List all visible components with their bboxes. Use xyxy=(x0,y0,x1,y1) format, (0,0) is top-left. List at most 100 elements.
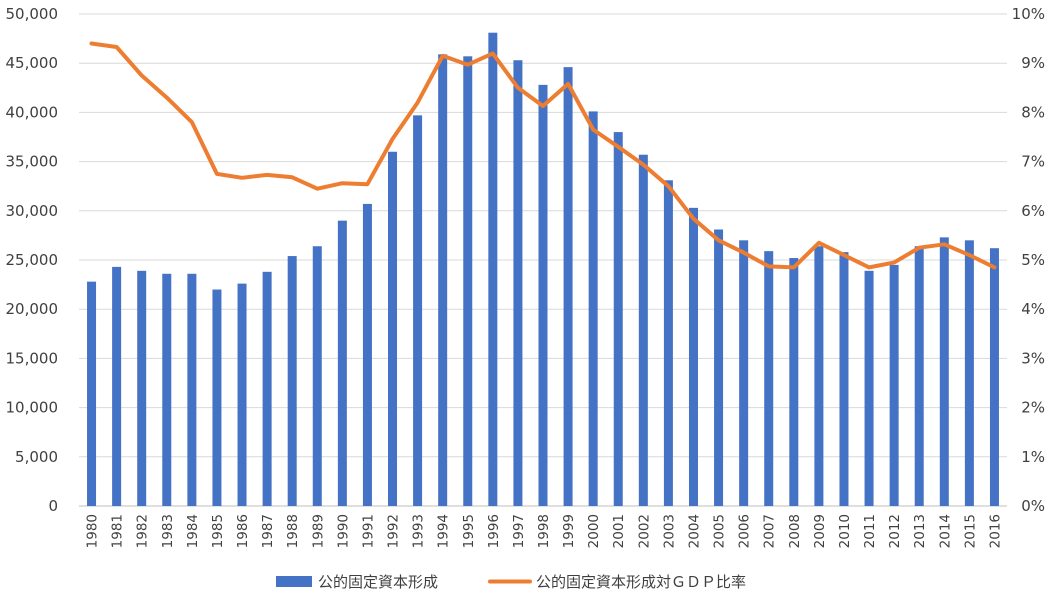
x-axis: 1980 1981 1982 1983 1984 1985 1986 1987 1988 1989… xyxy=(85,514,1004,548)
line-point xyxy=(768,265,770,267)
legend-swatch-bar xyxy=(276,576,312,587)
bar xyxy=(789,258,799,506)
bar xyxy=(739,240,749,506)
line-point xyxy=(818,242,820,244)
x-tick-label: 1985 xyxy=(210,514,226,548)
line-point xyxy=(893,261,895,263)
x-tick-label: 2001 xyxy=(611,514,627,548)
x-tick-label: 1996 xyxy=(486,514,502,548)
right-axis: 0% 1% 2% 3% 4% 5% 6% 7% 8% 9% 10% xyxy=(1012,5,1045,515)
line-point xyxy=(567,83,569,85)
x-tick-label: 1999 xyxy=(561,514,577,548)
line-point xyxy=(868,266,870,268)
legend-label-bar: 公的固定資本形成 xyxy=(318,573,438,591)
left-tick-label: 20,000 xyxy=(6,300,59,318)
x-tick-label: 2008 xyxy=(787,514,803,548)
x-tick-label: 2000 xyxy=(586,514,602,548)
line-series xyxy=(89,41,997,270)
left-tick-label: 0 xyxy=(48,497,58,515)
bar xyxy=(638,154,648,506)
line-point xyxy=(968,254,970,256)
bar xyxy=(588,111,598,506)
x-tick-label: 1987 xyxy=(260,514,276,548)
x-tick-label: 2010 xyxy=(837,514,853,548)
left-tick-label: 30,000 xyxy=(6,202,59,220)
bar xyxy=(488,32,498,507)
line-point xyxy=(492,52,494,54)
x-tick-label: 2005 xyxy=(712,514,728,548)
x-tick-label: 1980 xyxy=(85,514,101,548)
x-tick-label: 1983 xyxy=(160,514,176,548)
bar xyxy=(939,237,949,507)
line-point xyxy=(266,174,268,176)
x-tick-label: 1986 xyxy=(235,514,251,548)
bar xyxy=(463,56,473,506)
line-point xyxy=(116,46,118,48)
left-tick-label: 40,000 xyxy=(6,103,59,121)
bar xyxy=(538,84,548,507)
line-point xyxy=(793,266,795,268)
left-tick-label: 5,000 xyxy=(15,448,58,466)
left-axis: 0 5,000 10,000 15,000 20,000 25,000 30,000 35,0… xyxy=(6,5,59,515)
legend: 公的固定資本形成 公的固定資本形成対ＧＤＰ比率 xyxy=(276,573,746,591)
line-point xyxy=(341,182,343,184)
x-tick-label: 2015 xyxy=(962,514,978,548)
line-point xyxy=(417,102,419,104)
x-tick-label: 1993 xyxy=(411,514,427,548)
left-tick-label: 50,000 xyxy=(6,5,59,23)
x-tick-label: 1989 xyxy=(310,514,326,548)
right-tick-label: 1% xyxy=(1021,448,1045,466)
x-tick-label: 1995 xyxy=(461,514,477,548)
line-point xyxy=(918,247,920,249)
right-tick-label: 9% xyxy=(1021,54,1045,72)
line-point xyxy=(141,75,143,76)
bar xyxy=(87,281,97,506)
right-tick-label: 7% xyxy=(1021,153,1045,171)
x-tick-label: 2002 xyxy=(636,514,652,548)
line-point xyxy=(166,97,168,99)
right-tick-label: 10% xyxy=(1012,5,1045,23)
line-point xyxy=(241,177,243,179)
right-tick-label: 2% xyxy=(1021,399,1045,417)
legend-label-line: 公的固定資本形成対ＧＤＰ比率 xyxy=(536,573,746,591)
line-point xyxy=(216,173,218,175)
left-tick-label: 15,000 xyxy=(6,349,59,367)
x-tick-label: 1981 xyxy=(110,514,126,548)
bar xyxy=(212,289,222,506)
line-point xyxy=(542,105,544,107)
x-tick-label: 2011 xyxy=(862,514,878,548)
line-point xyxy=(692,218,694,220)
bar xyxy=(362,203,372,507)
bar xyxy=(563,67,573,507)
x-tick-label: 1998 xyxy=(536,514,552,548)
bar xyxy=(237,283,247,506)
x-tick-label: 2013 xyxy=(912,514,928,548)
bar-series xyxy=(87,32,999,507)
right-tick-label: 6% xyxy=(1021,202,1045,220)
line-point xyxy=(592,129,594,131)
x-tick-label: 1992 xyxy=(386,514,402,548)
bar xyxy=(864,270,874,506)
line-point xyxy=(718,239,720,241)
bar xyxy=(914,246,924,506)
x-tick-label: 1982 xyxy=(135,514,151,548)
bar xyxy=(989,248,999,506)
line-point xyxy=(517,87,519,89)
x-tick-label: 1988 xyxy=(285,514,301,548)
left-tick-label: 25,000 xyxy=(6,251,59,269)
line-point xyxy=(392,138,394,140)
right-tick-label: 8% xyxy=(1021,103,1045,121)
line-point xyxy=(843,254,845,256)
left-tick-label: 45,000 xyxy=(6,54,59,72)
line-point xyxy=(617,146,619,148)
x-tick-label: 1994 xyxy=(436,514,452,548)
bar xyxy=(513,60,523,507)
x-tick-label: 2016 xyxy=(988,514,1004,548)
line-point xyxy=(943,243,945,245)
x-tick-label: 2004 xyxy=(687,514,703,548)
bar xyxy=(312,246,322,506)
bar xyxy=(137,270,147,506)
bar xyxy=(764,251,774,506)
